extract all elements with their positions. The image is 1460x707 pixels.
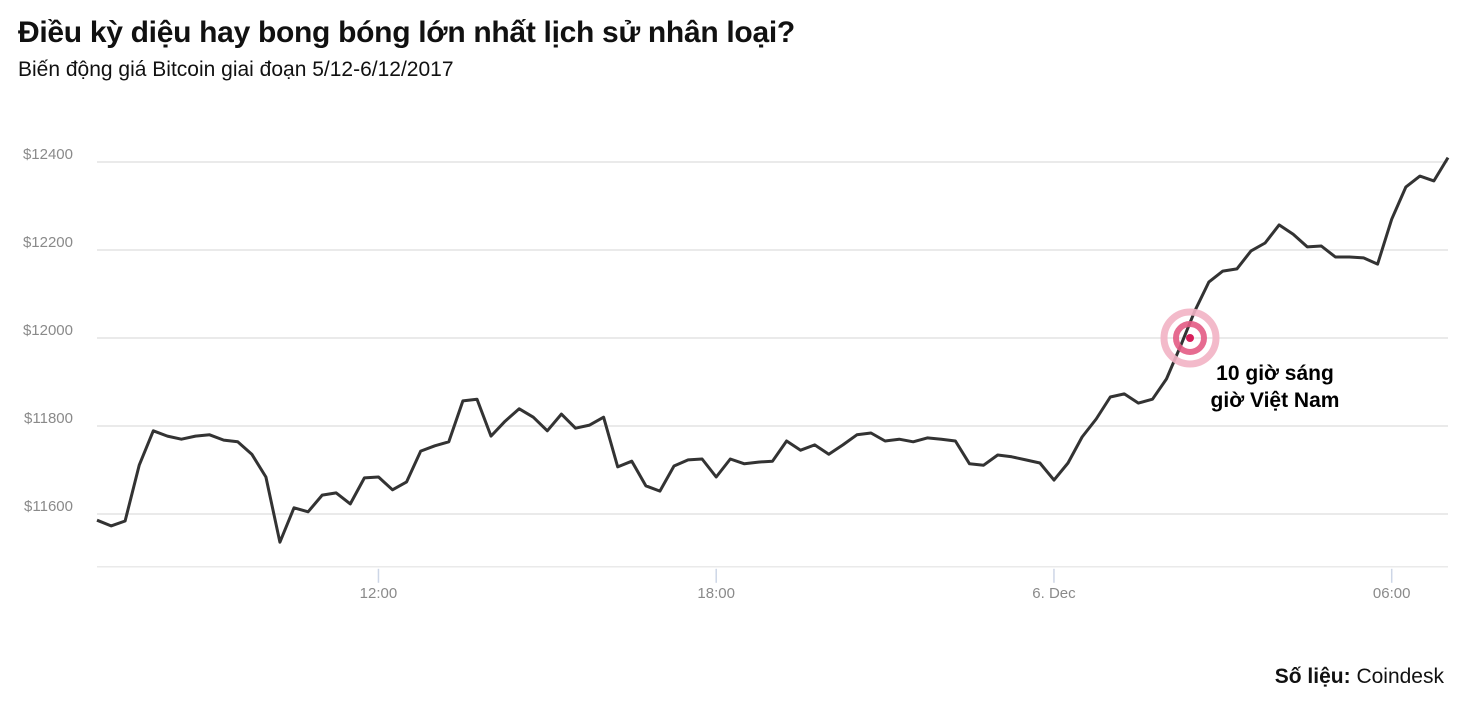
annotation-text: giờ Việt Nam bbox=[1211, 389, 1340, 412]
annotation-text: 10 giờ sáng bbox=[1216, 362, 1334, 385]
chart-title: Điều kỳ diệu hay bong bóng lớn nhất lịch… bbox=[18, 16, 795, 49]
x-tick-label: 06:00 bbox=[1373, 585, 1411, 602]
target-outer-ring bbox=[1160, 308, 1220, 368]
y-tick-label: $11600 bbox=[24, 498, 73, 515]
y-tick-label: $11800 bbox=[24, 410, 73, 427]
y-tick-label: $12000 bbox=[23, 322, 73, 339]
y-axis: $11600 $11800 $12000 $12200 $12400 bbox=[23, 146, 73, 515]
grid-lines bbox=[97, 161, 1448, 568]
y-tick-label: $12200 bbox=[23, 234, 73, 251]
x-axis: 12:00 18:00 6. Dec 06:00 bbox=[360, 568, 1411, 602]
annotation: 10 giờ sáng giờ Việt Nam bbox=[1160, 308, 1340, 412]
price-line bbox=[96, 156, 1450, 544]
source-credit: Số liệu: Coindesk bbox=[1275, 665, 1444, 689]
target-center-dot bbox=[1185, 334, 1194, 342]
target-middle-ring bbox=[1172, 321, 1207, 355]
x-tick-label: 6. Dec bbox=[1032, 585, 1076, 602]
chart-subtitle: Biến động giá Bitcoin giai đoạn 5/12-6/1… bbox=[18, 58, 454, 81]
x-tick-label: 18:00 bbox=[697, 585, 735, 602]
x-tick-label: 12:00 bbox=[360, 585, 398, 602]
source-label: Số liệu: bbox=[1274, 665, 1351, 688]
y-tick-label: $12400 bbox=[23, 146, 73, 163]
source-value: Coindesk bbox=[1356, 665, 1444, 688]
